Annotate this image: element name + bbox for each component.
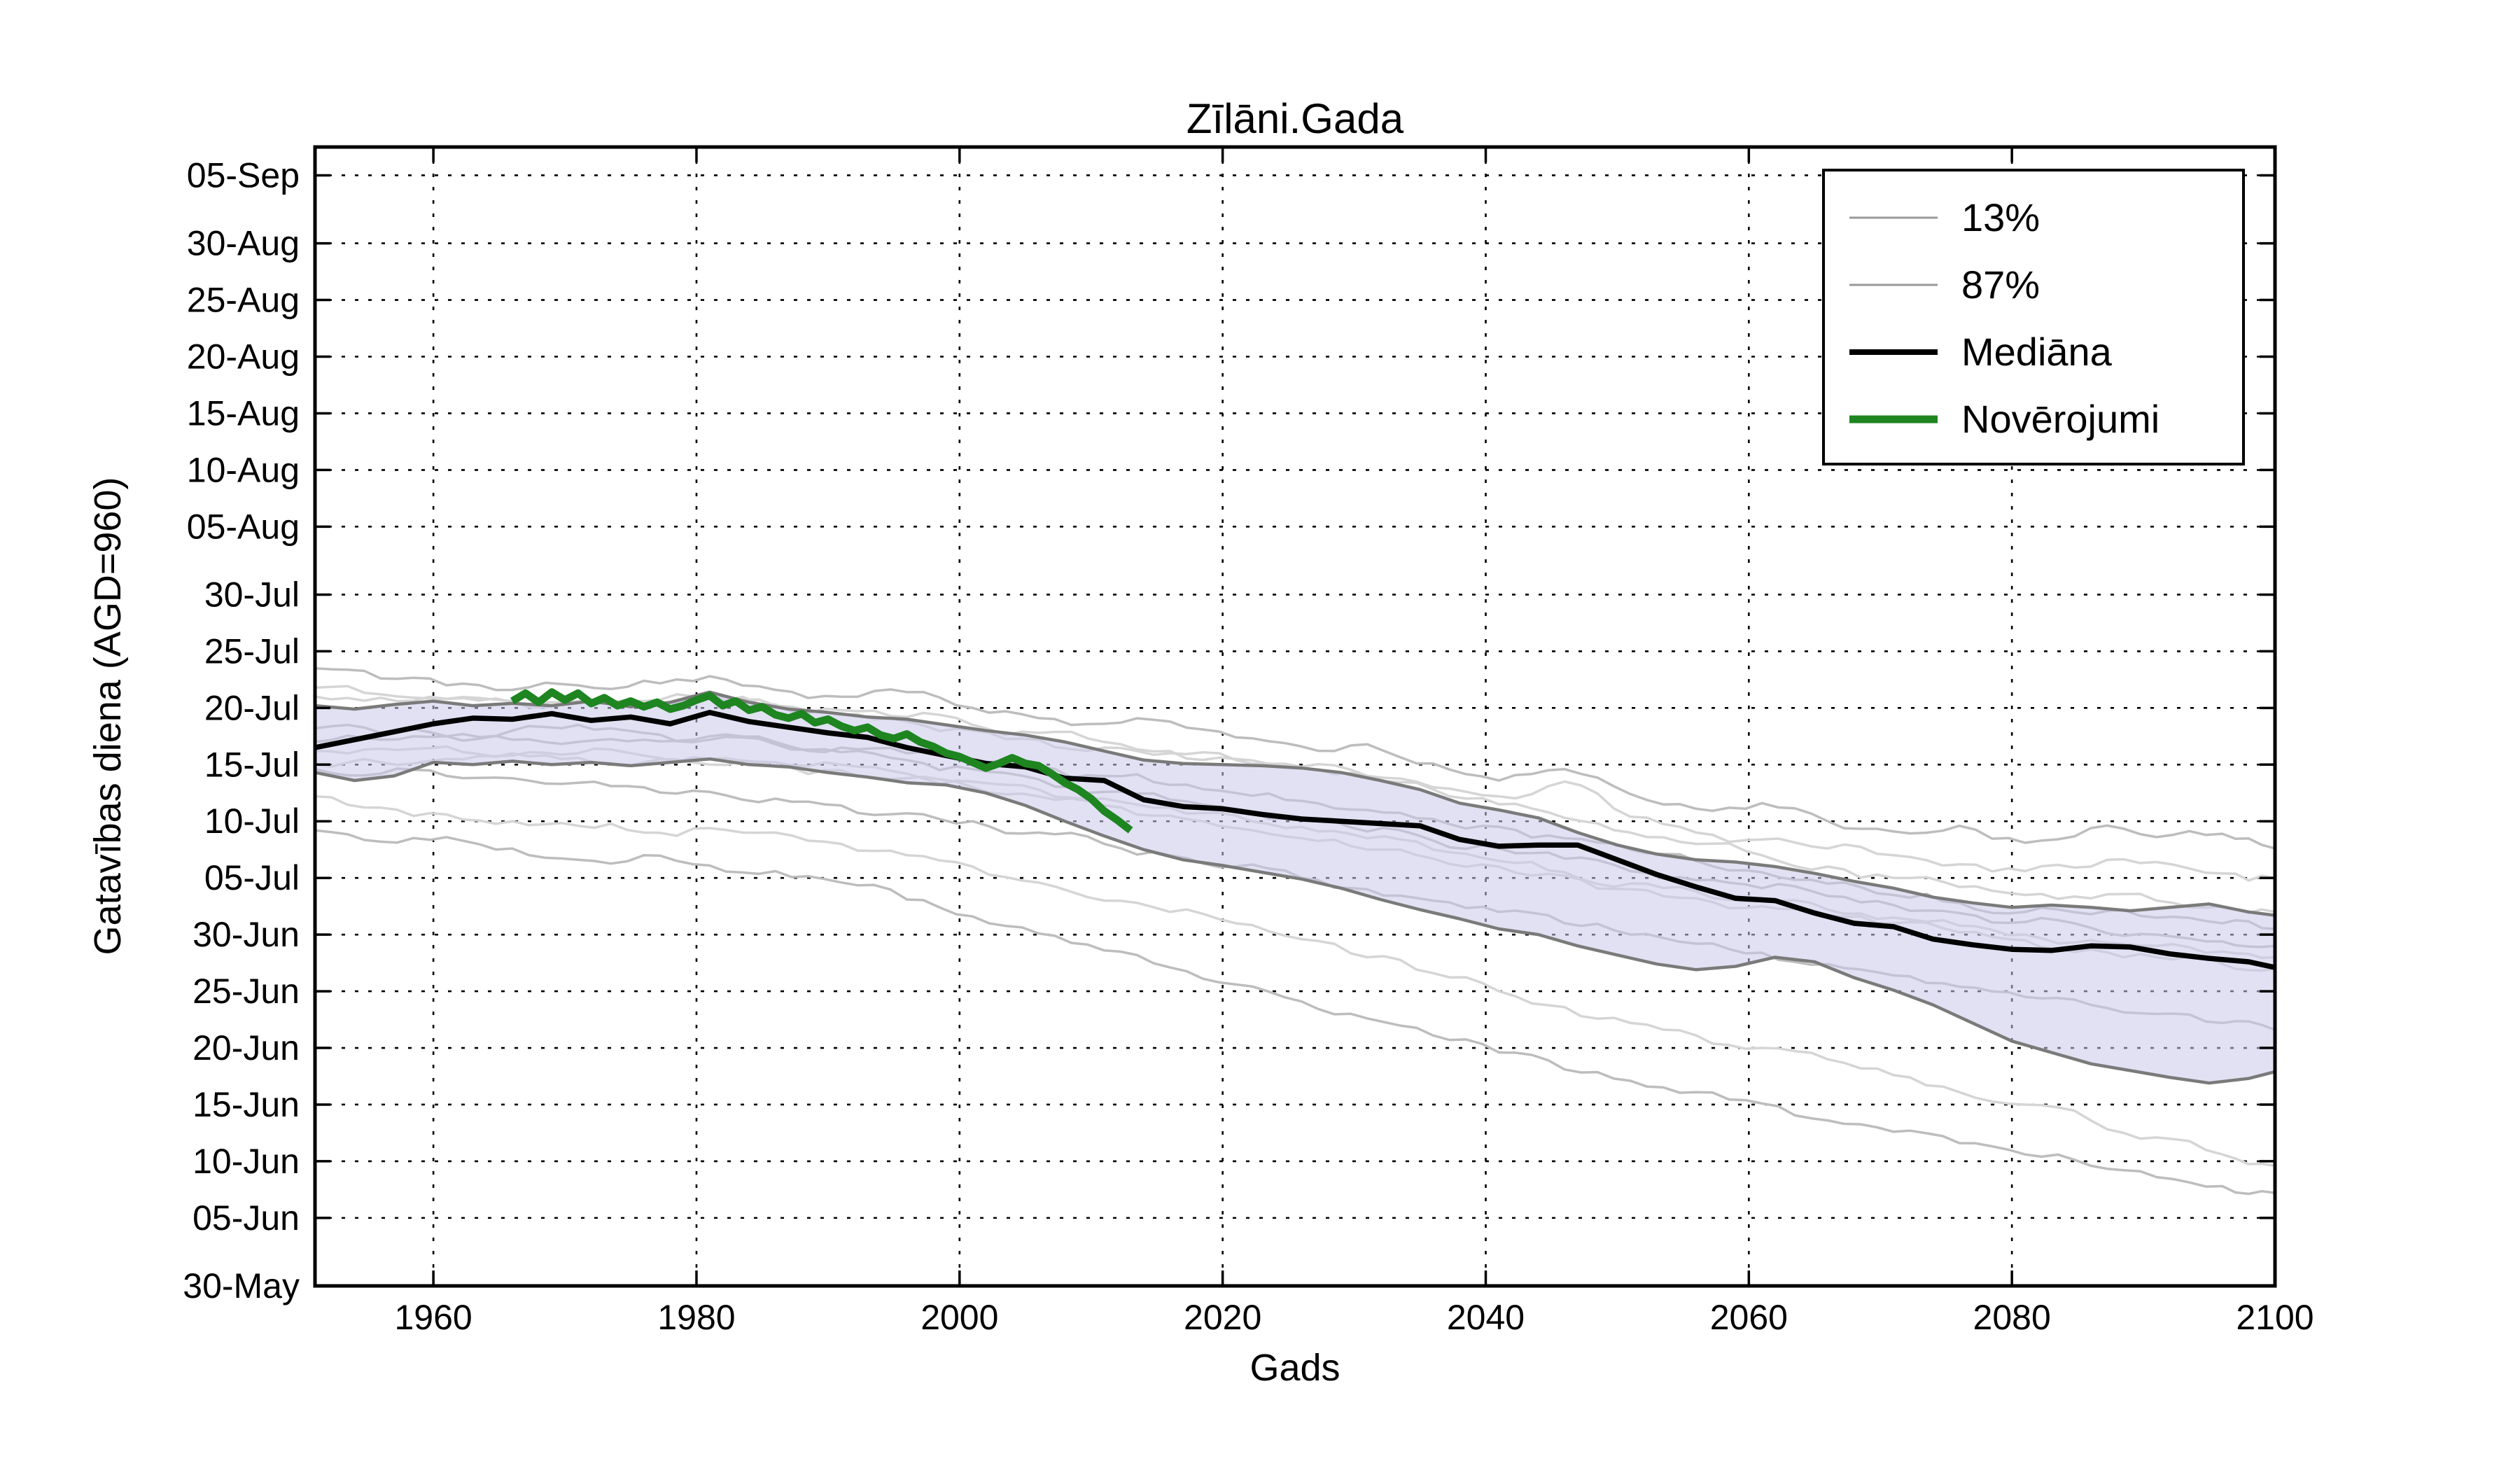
- legend-item-label: Novērojumi: [1961, 397, 2160, 441]
- y-tick-label: 30-Jun: [192, 915, 300, 954]
- y-tick-label: 20-Jul: [204, 688, 300, 727]
- y-tick-label: 30-May: [183, 1266, 300, 1306]
- median-line: [315, 710, 2275, 970]
- series-layer: [315, 666, 2275, 1196]
- y-tick-label: 15-Aug: [187, 393, 300, 433]
- y-tick-label: 30-Jul: [204, 575, 300, 614]
- y-tick-label: 05-Sep: [187, 155, 300, 195]
- p13-line: [315, 757, 2275, 1085]
- y-tick-label: 25-Jun: [192, 972, 300, 1011]
- y-tick-label: 15-Jul: [204, 745, 300, 784]
- y-tick-label: 25-Jul: [204, 631, 300, 671]
- legend-item: Mediāna: [1849, 330, 2113, 374]
- y-tick-label: 05-Jun: [192, 1198, 300, 1238]
- observed-line: [510, 688, 1133, 834]
- y-axis-label: Gatavības diena (AGD=960): [87, 477, 129, 955]
- x-tick-label: 2100: [2236, 1298, 2314, 1337]
- legend: 13% 87% Mediāna Novērojumi: [1822, 169, 2245, 465]
- legend-item-label: 13%: [1961, 195, 2040, 239]
- y-tick-label: 10-Aug: [187, 450, 300, 489]
- y-tick-label: 30-Aug: [187, 224, 300, 263]
- legend-item: Novērojumi: [1849, 397, 2160, 441]
- y-tick-label: 15-Jun: [192, 1085, 300, 1124]
- x-tick-label: 2040: [1447, 1298, 1525, 1337]
- ensemble-line: [315, 829, 2275, 1196]
- x-axis-label: Gads: [1250, 1347, 1340, 1389]
- x-tick-label: 1980: [657, 1298, 735, 1337]
- plot-frame: [313, 145, 2277, 1288]
- x-tick-labels: 1960 1980 2000 2020 2040 2060 2080 2100: [395, 1298, 2314, 1337]
- legend-item-label: 87%: [1961, 262, 2040, 307]
- y-tick-label: 20-Jun: [192, 1028, 300, 1068]
- x-tick-label: 2020: [1184, 1298, 1261, 1337]
- y-tick-label: 10-Jul: [204, 802, 300, 841]
- legend-item: 87%: [1849, 262, 2040, 307]
- ensemble-line: [315, 666, 2275, 850]
- x-tick-label: 2060: [1710, 1298, 1788, 1337]
- x-tick-label: 2080: [1973, 1298, 2051, 1337]
- x-tick-label: 2000: [920, 1298, 998, 1337]
- legend-box: [1822, 169, 2245, 465]
- tick-marks: [315, 147, 2276, 1287]
- legend-item-label: Mediāna: [1961, 330, 2113, 374]
- y-tick-label: 05-Aug: [187, 507, 300, 546]
- x-tick-label: 1960: [395, 1298, 472, 1337]
- ensemble-line: [315, 794, 2275, 1168]
- legend-item: 13%: [1849, 195, 2040, 239]
- axes-frame: [313, 145, 2277, 1288]
- chart-title: Zīlāni.Gada: [1186, 95, 1404, 142]
- y-tick-labels: 30-May 05-Jun 10-Jun 15-Jun 20-Jun 25-Jun 30-J…: [183, 155, 300, 1306]
- y-tick-label: 10-Jun: [192, 1142, 300, 1181]
- y-tick-label: 25-Aug: [187, 281, 300, 320]
- y-tick-label: 05-Jul: [204, 858, 300, 897]
- y-tick-label: 20-Aug: [187, 337, 300, 376]
